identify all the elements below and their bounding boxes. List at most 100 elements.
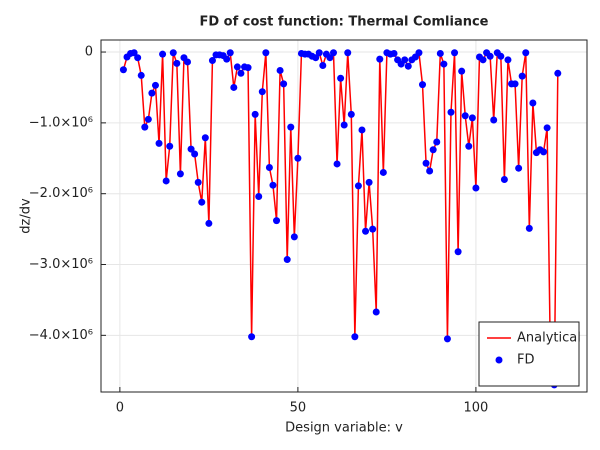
point	[223, 55, 231, 63]
point	[283, 256, 291, 264]
point	[176, 170, 184, 178]
point	[422, 159, 430, 167]
plot-frame	[100, 39, 588, 393]
point	[372, 308, 380, 316]
point	[141, 123, 149, 131]
point	[433, 138, 441, 146]
point	[529, 99, 537, 107]
point	[333, 160, 341, 168]
point	[233, 63, 241, 71]
point	[401, 56, 409, 64]
point	[379, 168, 387, 176]
point	[162, 177, 170, 185]
point	[265, 163, 273, 171]
legend-label: Analytical	[517, 331, 581, 346]
chart-title: FD of cost function: Thermal Comliance	[199, 15, 488, 30]
point	[201, 134, 209, 142]
point	[436, 49, 444, 57]
point	[280, 80, 288, 88]
point	[326, 54, 334, 62]
point	[184, 58, 192, 66]
x-tick-label: 50	[290, 401, 307, 416]
point	[134, 54, 142, 62]
point	[205, 219, 213, 227]
point	[518, 72, 526, 80]
y-tick-label: −2.0×10⁶	[29, 186, 93, 201]
point	[362, 227, 370, 235]
point	[354, 182, 362, 190]
point	[312, 54, 320, 62]
point	[159, 50, 167, 58]
legend-label: FD	[517, 353, 535, 368]
x-tick-label: 0	[116, 401, 124, 416]
x-axis-label: Design variable: v	[285, 421, 403, 436]
point	[230, 83, 238, 91]
point	[440, 60, 448, 68]
point	[458, 67, 466, 75]
point	[130, 49, 138, 57]
point	[504, 56, 512, 64]
point	[443, 335, 451, 343]
point	[490, 116, 498, 124]
point	[390, 49, 398, 57]
point	[554, 69, 562, 77]
point	[319, 61, 327, 69]
point	[226, 49, 234, 57]
point	[155, 139, 163, 147]
point	[447, 108, 455, 116]
point	[468, 114, 476, 122]
point	[351, 333, 359, 341]
point	[500, 176, 508, 184]
point	[269, 181, 277, 189]
y-tick-label: 0	[85, 45, 93, 60]
point	[237, 69, 245, 77]
y-tick-label: −4.0×10⁶	[29, 328, 93, 343]
point	[426, 167, 434, 175]
point	[251, 110, 259, 118]
point	[287, 123, 295, 131]
point	[429, 146, 437, 154]
point	[137, 71, 145, 79]
point	[461, 112, 469, 120]
point	[191, 150, 199, 158]
point	[151, 81, 159, 89]
point	[273, 217, 281, 225]
point	[344, 49, 352, 57]
point	[515, 164, 523, 172]
point	[465, 142, 473, 150]
y-tick-label: −3.0×10⁶	[29, 257, 93, 272]
point	[119, 66, 127, 74]
point	[451, 49, 459, 57]
point	[486, 52, 494, 60]
point	[522, 49, 530, 57]
point	[540, 148, 548, 156]
point	[543, 124, 551, 132]
point	[472, 184, 480, 192]
point	[454, 248, 462, 256]
point	[479, 56, 487, 64]
point	[525, 224, 533, 232]
point	[194, 178, 202, 186]
point	[166, 142, 174, 150]
point	[340, 121, 348, 129]
point	[329, 49, 337, 57]
point	[365, 178, 373, 186]
point	[198, 198, 206, 206]
point	[262, 49, 270, 57]
point	[144, 115, 152, 123]
point	[497, 52, 505, 60]
point	[419, 81, 427, 89]
point	[337, 74, 345, 82]
point	[294, 154, 302, 162]
legend-box	[478, 321, 580, 387]
point	[369, 225, 377, 233]
point	[404, 62, 412, 70]
point	[255, 193, 263, 201]
point	[347, 110, 355, 118]
point	[208, 57, 216, 65]
point	[415, 49, 423, 57]
point	[376, 55, 384, 63]
point	[148, 89, 156, 97]
